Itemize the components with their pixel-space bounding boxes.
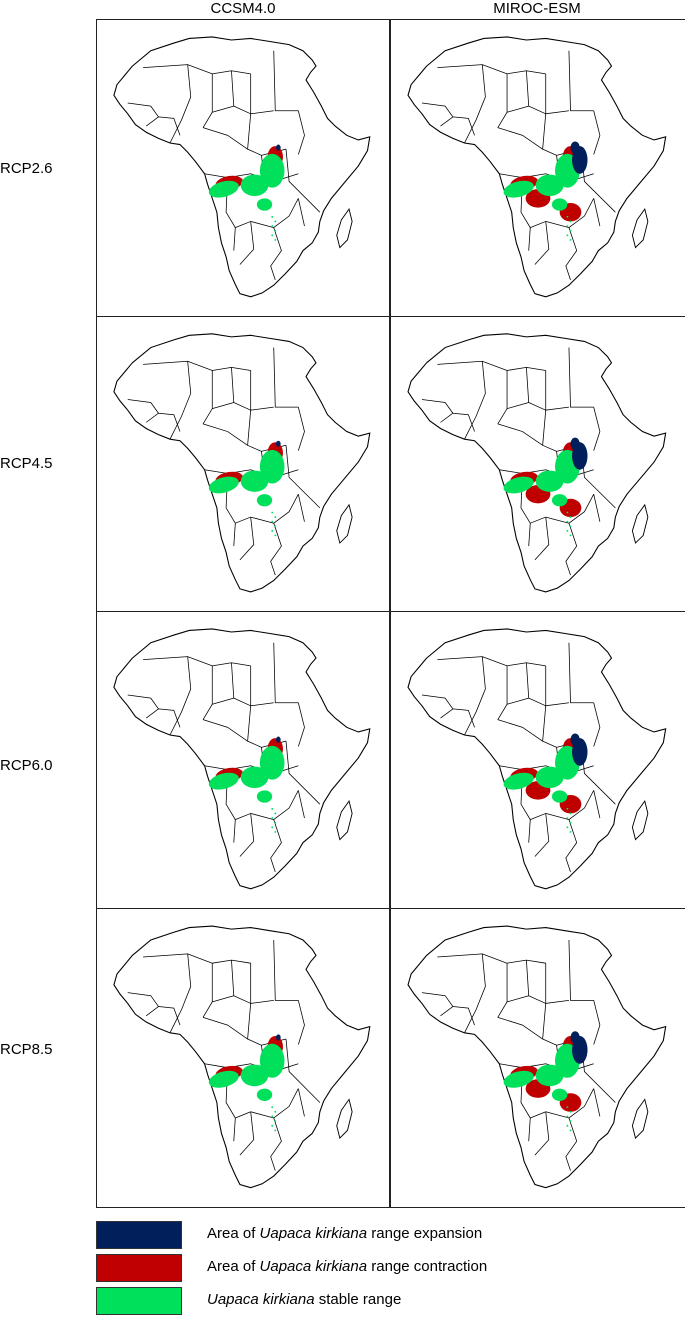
column-header-miroc: MIROC-ESM bbox=[493, 0, 581, 17]
africa-map bbox=[113, 333, 371, 593]
legend-swatch-contraction bbox=[96, 1254, 182, 1282]
madagascar-outline bbox=[336, 1098, 353, 1140]
africa-map bbox=[407, 925, 667, 1189]
africa-outline bbox=[407, 628, 667, 890]
map-grid bbox=[96, 19, 685, 1208]
legend-swatch-stable bbox=[96, 1287, 182, 1315]
africa-map bbox=[113, 925, 371, 1189]
madagascar-outline bbox=[336, 503, 353, 544]
africa-map bbox=[113, 36, 371, 298]
legend-swatch-expansion bbox=[96, 1221, 182, 1249]
africa-map bbox=[407, 333, 667, 593]
range-overlay bbox=[503, 437, 588, 537]
africa-outline bbox=[113, 628, 371, 890]
madagascar-outline bbox=[631, 800, 649, 841]
range-overlay bbox=[208, 1034, 285, 1132]
africa-outline bbox=[113, 333, 371, 593]
legend-label-expansion: Area of Uapaca kirkiana range expansion bbox=[207, 1225, 483, 1242]
madagascar-outline bbox=[631, 208, 649, 249]
map-panel-miroc-esm-rcp2.6 bbox=[390, 19, 685, 317]
africa-outline bbox=[407, 333, 667, 593]
africa-map bbox=[407, 628, 667, 890]
map-panel-ccsm4.0-rcp6.0 bbox=[96, 611, 390, 909]
africa-outline bbox=[407, 925, 667, 1189]
madagascar-outline bbox=[631, 1098, 649, 1140]
map-panel-ccsm4.0-rcp8.5 bbox=[96, 908, 390, 1208]
country-borders bbox=[421, 347, 616, 576]
country-borders bbox=[127, 50, 321, 280]
range-overlay bbox=[208, 736, 285, 833]
map-panel-miroc-esm-rcp8.5 bbox=[390, 908, 685, 1208]
column-header-ccsm: CCSM4.0 bbox=[210, 0, 276, 17]
africa-map bbox=[407, 36, 667, 298]
map-panel-ccsm4.0-rcp4.5 bbox=[96, 316, 390, 612]
madagascar-outline bbox=[631, 503, 649, 544]
range-overlay bbox=[503, 733, 588, 833]
africa-outline bbox=[113, 925, 371, 1189]
africa-outline bbox=[407, 36, 667, 298]
madagascar-outline bbox=[336, 208, 353, 249]
country-borders bbox=[127, 939, 321, 1171]
africa-outline bbox=[113, 36, 371, 298]
row-label-rcp26: RCP2.6 bbox=[0, 160, 53, 177]
legend-label-stable: Uapaca kirkiana stable range bbox=[207, 1291, 402, 1308]
madagascar-outline bbox=[336, 800, 353, 841]
row-label-rcp45: RCP4.5 bbox=[0, 455, 53, 472]
range-overlay bbox=[503, 141, 588, 241]
row-label-rcp60: RCP6.0 bbox=[0, 757, 53, 774]
map-panel-ccsm4.0-rcp2.6 bbox=[96, 19, 390, 317]
map-panel-miroc-esm-rcp4.5 bbox=[390, 316, 685, 612]
country-borders bbox=[127, 347, 321, 576]
legend-label-contraction: Area of Uapaca kirkiana range contractio… bbox=[207, 1258, 488, 1275]
row-label-rcp85: RCP8.5 bbox=[0, 1041, 53, 1058]
africa-map bbox=[113, 628, 371, 890]
range-overlay bbox=[208, 440, 285, 537]
range-overlay bbox=[208, 144, 285, 241]
map-panel-miroc-esm-rcp6.0 bbox=[390, 611, 685, 909]
range-overlay bbox=[503, 1031, 588, 1132]
